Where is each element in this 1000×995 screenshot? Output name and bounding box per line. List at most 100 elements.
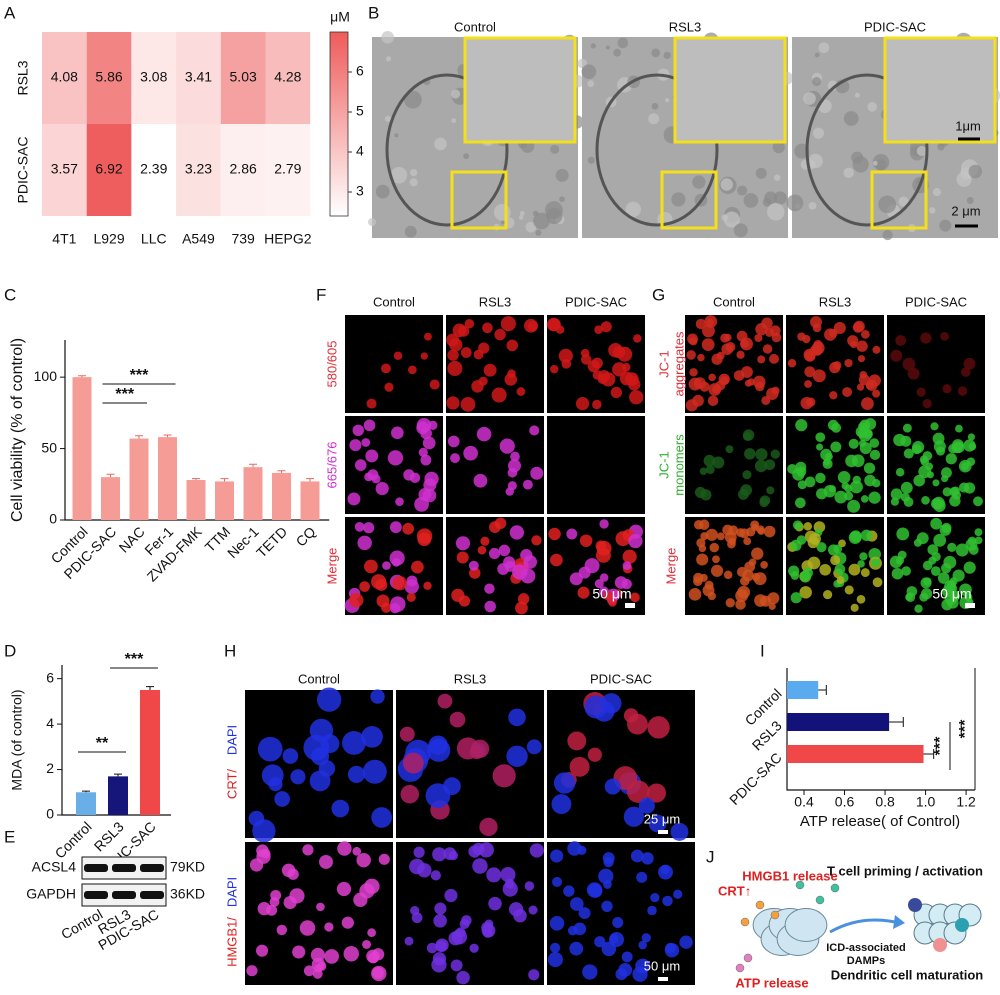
cell (371, 574, 387, 590)
cell (367, 469, 379, 481)
em-texture (550, 144, 560, 154)
cell (902, 423, 912, 433)
cell (364, 878, 380, 894)
cell (463, 445, 478, 461)
em-texture (818, 42, 830, 54)
em-texture (385, 56, 392, 62)
cell (363, 419, 376, 432)
cell (844, 585, 854, 595)
cell (402, 522, 415, 535)
heat-cell (86, 32, 132, 124)
cell-label: 2.86 (230, 161, 257, 177)
cell (945, 453, 957, 465)
em-texture (463, 153, 470, 160)
cell (427, 738, 451, 762)
colorbar-tick-label: 4 (356, 143, 364, 159)
cell (367, 928, 376, 938)
cell (599, 519, 609, 529)
error-bar (923, 749, 935, 759)
cell-label: 5.03 (230, 69, 257, 85)
cell (848, 438, 859, 449)
cell (740, 576, 750, 586)
cell (479, 817, 498, 837)
cell (859, 552, 868, 561)
cell (480, 536, 490, 546)
bar (101, 477, 120, 520)
cell (834, 563, 846, 575)
y-tick-label: 6 (46, 669, 54, 685)
em-inset (883, 36, 997, 144)
cell (705, 465, 715, 474)
cell (912, 441, 925, 454)
em-texture (665, 98, 670, 103)
cell (847, 499, 861, 513)
cell (716, 532, 725, 541)
cell (630, 849, 644, 863)
x-tick-label: HEPG2 (264, 231, 312, 247)
cell (370, 689, 385, 704)
cell (413, 846, 425, 858)
cell (833, 544, 843, 554)
cell (481, 923, 496, 938)
em-texture (451, 118, 457, 124)
cell (708, 383, 722, 396)
cell (622, 561, 632, 571)
band (112, 864, 136, 872)
cell (587, 747, 602, 762)
cell (393, 351, 403, 360)
cell (804, 380, 812, 388)
cell (478, 376, 488, 386)
cell (342, 731, 366, 755)
significance-label: ** (96, 735, 109, 752)
cell (420, 454, 432, 466)
cell-label: 3.23 (185, 161, 212, 177)
em-texture (617, 37, 629, 49)
cell (303, 965, 315, 977)
em-nucleus (805, 73, 929, 227)
x-tick-label: L929 (93, 231, 124, 247)
cell (584, 558, 600, 574)
cell (790, 592, 802, 604)
cell (905, 593, 913, 601)
cell (489, 521, 501, 533)
cell (409, 472, 421, 483)
cell (375, 481, 389, 496)
cell (792, 520, 803, 530)
em-texture (555, 168, 569, 182)
cell (317, 687, 342, 712)
cell (477, 545, 487, 555)
cell (292, 945, 306, 959)
cell (703, 454, 716, 467)
cell (723, 333, 732, 342)
em-texture (968, 164, 983, 179)
em-texture (843, 111, 859, 126)
cell (890, 488, 903, 501)
y-tick-label: Control (742, 685, 785, 728)
error-bar (249, 463, 257, 468)
cell (936, 446, 946, 456)
cell (310, 947, 325, 963)
cell (916, 532, 929, 545)
row-label: DAPI (224, 725, 239, 755)
cell (506, 339, 519, 352)
cell (829, 391, 838, 400)
cell (569, 756, 590, 777)
cell (869, 438, 880, 448)
em-texture (581, 64, 597, 80)
x-tick-label: LLC (141, 231, 167, 247)
cell (699, 573, 708, 582)
cell (959, 583, 972, 597)
cell (648, 814, 667, 833)
cell (426, 942, 438, 954)
em-texture (590, 43, 596, 49)
em-texture (928, 207, 936, 214)
cell (506, 745, 528, 767)
column-title: Control (298, 671, 340, 686)
cell (795, 419, 808, 432)
cell (274, 791, 290, 807)
cell (429, 379, 440, 390)
cell (302, 844, 314, 856)
cell (420, 427, 433, 440)
em-texture (808, 201, 817, 210)
cell (850, 603, 859, 612)
